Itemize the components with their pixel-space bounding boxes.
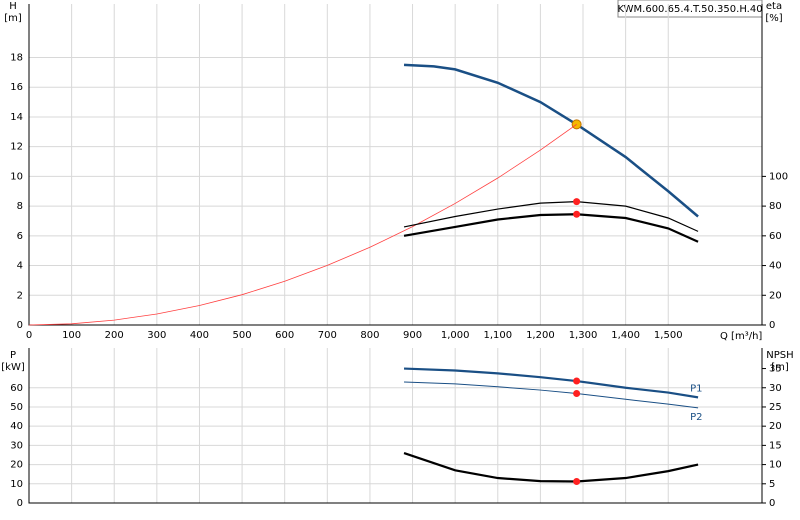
series-label: P2 bbox=[690, 412, 702, 423]
y2-tick-label: 10 bbox=[769, 460, 782, 471]
x-tick-label: 1,500 bbox=[654, 330, 683, 341]
x-tick-label: 1,000 bbox=[441, 330, 470, 341]
curve bbox=[404, 381, 699, 409]
y2-tick-label: 5 bbox=[769, 479, 775, 490]
curve bbox=[403, 213, 699, 243]
y2-tick-label: 15 bbox=[769, 440, 782, 451]
y-tick-label: 50 bbox=[10, 402, 23, 413]
y-tick-label: 16 bbox=[10, 82, 23, 93]
x-tick-label: 0 bbox=[26, 330, 32, 341]
x-tick-label: 300 bbox=[147, 330, 166, 341]
y-tick-label: 0 bbox=[17, 498, 23, 509]
duty-point bbox=[573, 198, 581, 206]
y2-tick-label: 20 bbox=[769, 421, 782, 432]
y-tick-label: 18 bbox=[10, 53, 23, 64]
y-axis-label: H bbox=[9, 1, 17, 12]
curve bbox=[28, 124, 577, 326]
y-tick-label: 6 bbox=[17, 231, 23, 242]
x-tick-label: 900 bbox=[403, 330, 422, 341]
y-tick-label: 60 bbox=[10, 383, 23, 394]
chart-title: KWM.600.65.4.T.50.350.H.40 bbox=[617, 4, 762, 15]
curve bbox=[403, 201, 699, 232]
y-axis-unit: [kW] bbox=[1, 362, 25, 373]
x-tick-label: 800 bbox=[360, 330, 379, 341]
x-tick-label: 700 bbox=[318, 330, 337, 341]
y2-tick-label: 25 bbox=[769, 402, 782, 413]
y2-axis-unit: [m] bbox=[771, 362, 789, 373]
x-tick-label: 200 bbox=[105, 330, 124, 341]
duty-point bbox=[573, 377, 581, 385]
y-tick-label: 0 bbox=[17, 320, 23, 331]
y-axis-unit: [m] bbox=[4, 13, 22, 24]
y2-tick-label: 60 bbox=[769, 231, 782, 242]
axis-frame bbox=[28, 348, 763, 504]
duty-point bbox=[573, 477, 581, 485]
x-tick-label: 400 bbox=[190, 330, 209, 341]
y2-tick-label: 30 bbox=[769, 383, 782, 394]
duty-point bbox=[573, 210, 581, 218]
x-tick-label: 600 bbox=[275, 330, 294, 341]
x-tick-label: 1,400 bbox=[611, 330, 640, 341]
y2-tick-label: 0 bbox=[769, 498, 775, 509]
y-axis-label: P bbox=[10, 350, 16, 361]
y2-axis-label: eta bbox=[766, 1, 782, 12]
y2-axis-label: NPSH bbox=[766, 350, 793, 361]
x-tick-label: 1,100 bbox=[483, 330, 512, 341]
y-tick-label: 8 bbox=[17, 201, 23, 212]
duty-point bbox=[573, 390, 581, 398]
x-tick-label: 500 bbox=[233, 330, 252, 341]
x-tick-label: 1,300 bbox=[569, 330, 598, 341]
x-tick-label: 100 bbox=[62, 330, 81, 341]
y-tick-label: 30 bbox=[10, 440, 23, 451]
x-tick-label: 1,200 bbox=[526, 330, 555, 341]
series-label: P1 bbox=[690, 383, 702, 394]
y2-tick-label: 35 bbox=[769, 364, 782, 375]
y2-tick-label: 100 bbox=[769, 171, 788, 182]
y-tick-label: 40 bbox=[10, 421, 23, 432]
x-axis-label: Q [m³/h] bbox=[720, 331, 762, 342]
y2-tick-label: 0 bbox=[769, 320, 775, 331]
y-tick-label: 20 bbox=[10, 460, 23, 471]
curve bbox=[403, 63, 699, 218]
y2-axis-unit: [%] bbox=[765, 13, 782, 24]
curve bbox=[403, 452, 699, 483]
axis-frame bbox=[28, 4, 763, 326]
y2-tick-label: 80 bbox=[769, 201, 782, 212]
y-tick-label: 10 bbox=[10, 171, 23, 182]
y-tick-label: 14 bbox=[10, 112, 23, 123]
y2-tick-label: 40 bbox=[769, 261, 782, 272]
curve bbox=[403, 367, 699, 399]
y-tick-label: 4 bbox=[17, 261, 23, 272]
y2-tick-label: 20 bbox=[769, 290, 782, 301]
y-tick-label: 2 bbox=[17, 290, 23, 301]
y-tick-label: 12 bbox=[10, 142, 23, 153]
y-tick-label: 10 bbox=[10, 479, 23, 490]
